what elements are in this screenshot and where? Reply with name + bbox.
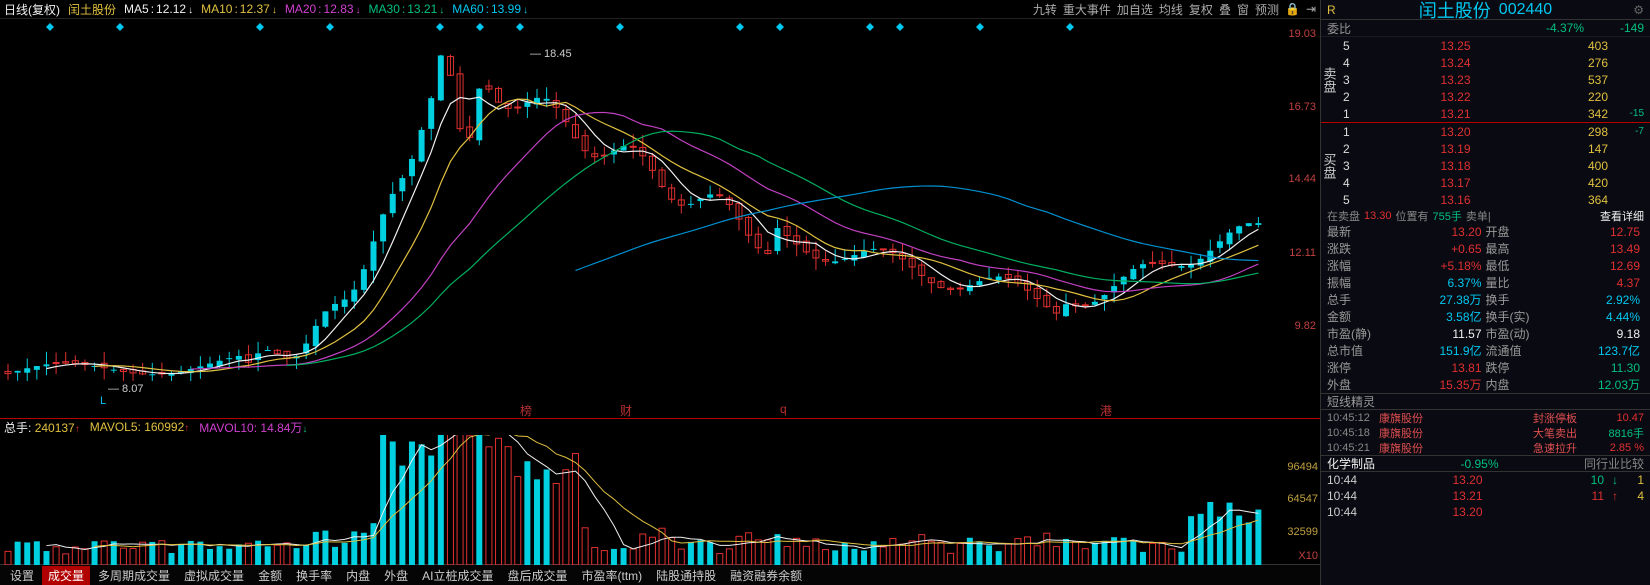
ma10-label: MA10: 12.37 [201, 2, 277, 16]
tab-6[interactable]: 内盘 [340, 566, 376, 585]
tab-12[interactable]: 融资融券余额 [724, 566, 808, 585]
orderbook-row[interactable]: 213.22220 [1337, 88, 1650, 105]
expand-icon[interactable]: ⇥ [1306, 2, 1316, 16]
ma20-label: MA20: 12.83 [285, 2, 361, 16]
orderbook-row[interactable]: 513.25403 [1337, 37, 1650, 54]
menu-events[interactable]: 重大事件 [1063, 1, 1111, 18]
panel-stock-code[interactable]: 002440 [1499, 1, 1552, 19]
tab-11[interactable]: 陆股通持股 [650, 566, 722, 585]
volume-header: 总手: 240137 MAVOL5: 160992 MAVOL10: 14.84… [0, 419, 1320, 435]
gear-icon[interactable]: ⚙ [1633, 3, 1644, 17]
quote-grid: 最新13.20开盘12.75涨跌+0.65最高13.49涨幅+5.18%最低12… [1321, 223, 1650, 393]
alert-row[interactable]: 10:45:18康旗股份大笔卖出8816手 [1321, 425, 1650, 440]
tab-1[interactable]: 成交量 [42, 566, 90, 585]
tab-3[interactable]: 虚拟成交量 [178, 566, 250, 585]
lock-icon[interactable]: 🔒 [1285, 2, 1300, 16]
orderbook-row[interactable]: 413.24276 [1337, 54, 1650, 71]
vol-total: 总手: 240137 [4, 419, 80, 436]
menu-overlay[interactable]: 叠 [1219, 1, 1231, 18]
x10-label: X10 [1298, 550, 1318, 562]
orderbook-row[interactable]: 413.17420 [1337, 174, 1650, 191]
tab-10[interactable]: 市盈率(ttm) [575, 566, 648, 585]
chart-toolbar: 九转 重大事件 加自选 均线 复权 叠 窗 预测 🔒 ⇥ [1033, 0, 1316, 18]
orderbook-row[interactable]: 313.18400 [1337, 157, 1650, 174]
chart-type-label: 日线(复权) [4, 1, 60, 18]
price-chart[interactable]: 19.0316.7314.4412.119.82 — 18.45 — 8.07 … [0, 18, 1320, 419]
tab-4[interactable]: 金额 [252, 566, 288, 585]
orderbook-row[interactable]: 113.20298-7 [1337, 123, 1650, 140]
tick-row: 10:4413.2111↑4 [1321, 488, 1650, 504]
alert-row[interactable]: 10:45:12康旗股份封涨停板10.47 [1321, 410, 1650, 425]
menu-ma[interactable]: 均线 [1159, 1, 1183, 18]
alerts-list: 10:45:12康旗股份封涨停板10.4710:45:18康旗股份大笔卖出881… [1321, 410, 1650, 455]
tab-5[interactable]: 换手率 [290, 566, 338, 585]
tab-9[interactable]: 盘后成交量 [501, 566, 573, 585]
stock-name: 闰土股份 [68, 1, 116, 18]
alert-row[interactable]: 10:45:21康旗股份急速拉升2.85 % [1321, 440, 1650, 455]
order-ratio-row: 委比 -4.37% -149 [1321, 20, 1650, 37]
mavol5: MAVOL5: 160992 [90, 420, 190, 434]
tick-row: 10:4413.2010↓1 [1321, 472, 1650, 488]
orderbook-row[interactable]: 313.23537 [1337, 71, 1650, 88]
orderbook-row[interactable]: 513.16364 [1337, 191, 1650, 208]
price-y-axis: 19.0316.7314.4412.119.82 [1278, 19, 1318, 418]
orderbook-row[interactable]: 113.21342-15 [1337, 105, 1650, 122]
menu-add-watch[interactable]: 加自选 [1117, 1, 1153, 18]
tab-0[interactable]: 设置 [4, 566, 40, 585]
volume-chart[interactable]: 964946454732599 X10 [0, 435, 1320, 565]
tab-2[interactable]: 多周期成交量 [92, 566, 176, 585]
margin-badge: R [1327, 3, 1336, 17]
menu-jiuzhuan[interactable]: 九转 [1033, 1, 1057, 18]
tick-row: 10:4413.20 [1321, 504, 1650, 520]
alerts-title: 短线精灵 [1321, 393, 1650, 410]
ma5-label: MA5: 12.12 [124, 2, 193, 16]
tab-7[interactable]: 外盘 [378, 566, 414, 585]
quote-panel: R 闰土股份 002440 ⚙ 委比 -4.37% -149 卖盘 513.25… [1320, 0, 1650, 585]
industry-row[interactable]: 化学制品 -0.95% 同行业比较 [1321, 455, 1650, 472]
tab-8[interactable]: AI立桩成交量 [416, 566, 499, 585]
menu-adjust[interactable]: 复权 [1189, 1, 1213, 18]
panel-header: R 闰土股份 002440 ⚙ [1321, 0, 1650, 20]
panel-stock-name[interactable]: 闰土股份 [1419, 0, 1491, 23]
menu-window[interactable]: 窗 [1237, 1, 1249, 18]
mavol10: MAVOL10: 14.84万 [199, 419, 307, 436]
ma60-label: MA60: 13.99 [452, 2, 528, 16]
orderbook-row[interactable]: 213.19147 [1337, 140, 1650, 157]
tick-list: 10:4413.2010↓110:4413.2111↑410:4413.20 [1321, 472, 1650, 520]
indicator-tabs: 设置成交量多周期成交量虚拟成交量金额换手率内盘外盘AI立桩成交量盘后成交量市盈率… [0, 565, 1320, 585]
order-detail-line[interactable]: 在卖盘13.30位置有 755手 卖单| 查看详细 [1321, 208, 1650, 223]
bottom-markers: 榜财q港 [0, 402, 1320, 416]
orderbook-asks: 卖盘 513.25403413.24276313.23537213.222201… [1321, 37, 1650, 122]
menu-predict[interactable]: 预测 [1255, 1, 1279, 18]
chart-header: 日线(复权) 闰土股份 MA5: 12.12 MA10: 12.37 MA20:… [0, 0, 1320, 18]
orderbook-bids: 买盘 113.20298-7213.19147313.18400413.1742… [1321, 123, 1650, 208]
ma30-label: MA30: 13.21 [369, 2, 445, 16]
